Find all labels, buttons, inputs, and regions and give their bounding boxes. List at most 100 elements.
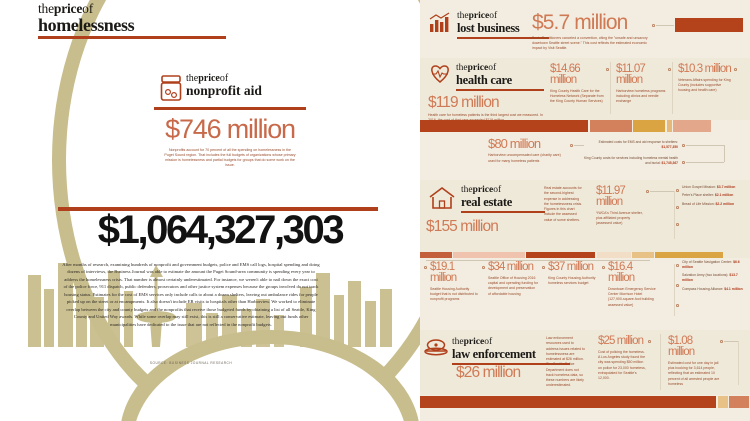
nonprofit-aid-card: thepriceof nonprofit aid $746 million No… (150, 73, 310, 168)
bottom-bar-row (420, 396, 750, 408)
housing-item-amount: $37 million (548, 261, 594, 273)
connector-dot (668, 68, 671, 71)
lost-business-body: Bovie Practitioners canceled a conventio… (532, 35, 648, 51)
connector-dot (676, 264, 679, 267)
law-item-amount: $1.08 million (668, 335, 695, 358)
list-item: Salvation Army (two locations): $13.7 mi… (682, 273, 738, 283)
health-care-heading-line2: health care (456, 72, 512, 87)
connector-line (724, 145, 725, 162)
connector-dot (676, 223, 679, 226)
narrative-paragraph: After months of research, examining hund… (62, 262, 320, 327)
connector-dot (720, 340, 723, 343)
connector-line (674, 264, 675, 316)
health-item-body: King County Health Care for the Homeless… (550, 88, 604, 104)
real-estate-amount: $155 million (426, 218, 499, 235)
connector-line (686, 145, 724, 146)
ems-note-value: $1,577,350 (661, 144, 678, 149)
connector-line (674, 191, 675, 239)
right-panel: thepriceof lost business $5.7 million Bo… (420, 0, 750, 421)
list-item: City of Seattle Navigation Center: $6.6 … (682, 260, 740, 269)
connector-dot (482, 266, 485, 269)
housing-item-body: Seattle Office of Housing 2016 capital a… (488, 275, 539, 296)
nonprofit-amount: $746 million (165, 113, 296, 144)
masthead: thepriceof homelessness (38, 1, 228, 40)
nonprofit-heading: thepriceof nonprofit aid (150, 73, 310, 98)
health-care-heading-line1: thepriceof (456, 63, 497, 73)
donation-jar-icon (160, 75, 182, 101)
housing-list: City of Seattle Navigation Center: $6.6 … (682, 260, 744, 295)
bar-segment (729, 396, 749, 408)
bracket-line (426, 260, 650, 261)
law-enforcement-heading-line2: law enforcement (452, 346, 536, 361)
total-rule (58, 207, 378, 211)
ems-amount: $80 million (488, 136, 541, 151)
law-item-body: Estimated cost for one day in jail plus … (668, 360, 720, 386)
connector-dot (682, 144, 685, 147)
law-enforcement-heading: thepriceof law enforcement (452, 337, 570, 361)
real-estate-list: Union Gospel Mission: $3.7 million Peter… (682, 185, 744, 210)
law-enforcement-body: Law enforcement resources used to addres… (546, 336, 585, 388)
connector-dot (606, 68, 609, 71)
connector-dot (646, 190, 649, 193)
law-enforcement-heading-line1: thepriceof (452, 337, 493, 347)
real-estate-heading-line1: thepriceof (461, 185, 502, 195)
real-estate-body: Real estate accounts for the second-high… (544, 186, 583, 222)
law-enforcement-rule (452, 362, 570, 366)
list-item: Union Gospel Mission: $3.7 million (682, 185, 736, 189)
masthead-line1: thepriceof (38, 1, 94, 16)
housing-item-amount: $34 million (488, 261, 534, 273)
total-cost-figure: $1,064,327,303 (97, 208, 345, 252)
lost-business-heading: thepriceof lost business (457, 11, 549, 35)
ems-note-text: King County costs for services including… (583, 156, 678, 165)
declining-bar-chart-icon (429, 12, 450, 32)
bar-segment (666, 120, 672, 132)
law-item-body: Cost of policing the homeless. A Los Ang… (598, 349, 646, 381)
lost-business-heading-line1: thepriceof (457, 11, 498, 21)
bar-segment (589, 120, 632, 132)
ems-note: King County costs for services including… (580, 156, 678, 166)
connector-dot (542, 266, 545, 269)
source-credit: SOURCE: BUSINESS JOURNAL RESEARCH (149, 361, 233, 365)
health-item-body: Veterans Affairs spending for King Count… (678, 77, 731, 93)
bar-segment (420, 396, 716, 408)
real-estate-section: thepriceof real estate $155 million Real… (420, 180, 750, 264)
real-estate-heading: thepriceof real estate (461, 185, 545, 209)
bar-segment (633, 120, 665, 132)
seattle-skyline-illustration (28, 263, 392, 347)
housing-section: $19.1 million Seattle Housing Authority … (420, 258, 750, 328)
housing-item-body: Seattle Housing Authority budget that is… (430, 286, 478, 302)
connector-dot (676, 189, 679, 192)
law-enforcement-amount: $26 million (456, 364, 521, 381)
connector-line (738, 341, 739, 385)
connector-line (686, 162, 724, 163)
connector-dot (676, 206, 679, 209)
connector-dot (652, 24, 655, 27)
lost-business-bar (675, 18, 743, 32)
health-care-section: thepriceof health care $119 million Heal… (420, 58, 750, 132)
ems-note-value: $1,745,367 (661, 160, 678, 165)
list-item: Bread of Life Mission: $2.2 million (682, 201, 735, 206)
housing-item-body: King County Housing Authority homeless s… (548, 275, 596, 286)
masthead-line2: homelessness (38, 14, 135, 35)
health-care-bar-row (420, 120, 750, 132)
connector-dot (676, 304, 679, 307)
left-panel: thepriceof homelessness (0, 0, 420, 421)
bar-segment (717, 396, 728, 408)
ems-note-text: Estimated costs for EMS and aid response… (598, 140, 678, 144)
law-item-amount: $25 million (598, 335, 644, 347)
ems-section: $80 million Harborview uncompensated car… (420, 132, 750, 180)
column-divider (660, 334, 661, 390)
ems-note: Estimated costs for EMS and aid response… (588, 140, 678, 150)
lost-business-heading-line2: lost business (457, 20, 520, 35)
health-care-amount: $119 million (428, 94, 500, 111)
bar-segment (420, 120, 588, 132)
connector-dot (648, 340, 651, 343)
law-enforcement-section: thepriceof law enforcement $26 million L… (420, 330, 750, 395)
nonprofit-heading-line1: thepriceof (186, 73, 229, 84)
nonprofit-rule (154, 107, 306, 110)
ems-body: Harborview uncompensated care (charity c… (488, 153, 561, 163)
real-estate-heading-line2: real estate (461, 194, 512, 209)
real-estate-featured-body: YWCA's Third Avenue shelter, plus affili… (596, 210, 643, 226)
housing-item-amount: $19.1 million (430, 261, 457, 284)
health-item-body: Harborview homeless programs including c… (616, 88, 666, 104)
